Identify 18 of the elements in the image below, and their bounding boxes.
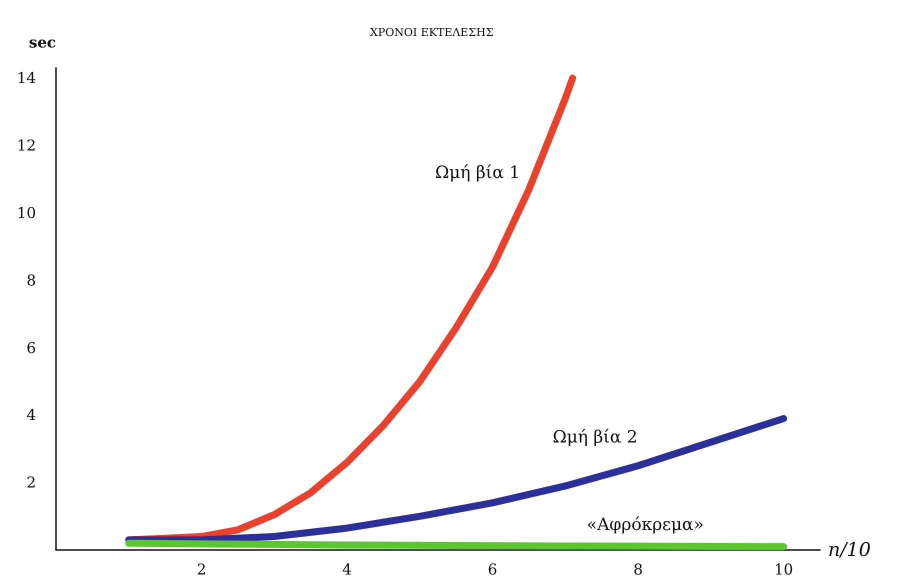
series-label: «Αφρόκρεμα» [586,514,704,535]
y-tick-label: 8 [26,271,36,290]
y-tick-label: 10 [16,204,36,222]
y-tick-label: 12 [16,136,36,155]
x-tick-label: 6 [488,560,498,578]
x-tick-label: 4 [342,560,352,578]
series-label: Ωμή βία 2 [552,428,638,448]
y-axis-title: sec [28,34,56,52]
x-tick-label: 10 [774,560,794,578]
y-tick-label: 6 [26,338,36,357]
x-tick-label: 2 [196,560,206,578]
series-label: Ωμή βία 1 [435,162,520,183]
y-tick-label: 2 [26,474,36,492]
y-tick-label: 4 [26,406,36,424]
x-axis-title: n/10 [828,539,871,561]
y-tick-label: 14 [16,69,36,88]
x-tick-label: 8 [633,560,643,578]
chart-title: ΧΡΟΝΟΙ ΕΚΤΕΛΕΣΗΣ [370,26,494,39]
